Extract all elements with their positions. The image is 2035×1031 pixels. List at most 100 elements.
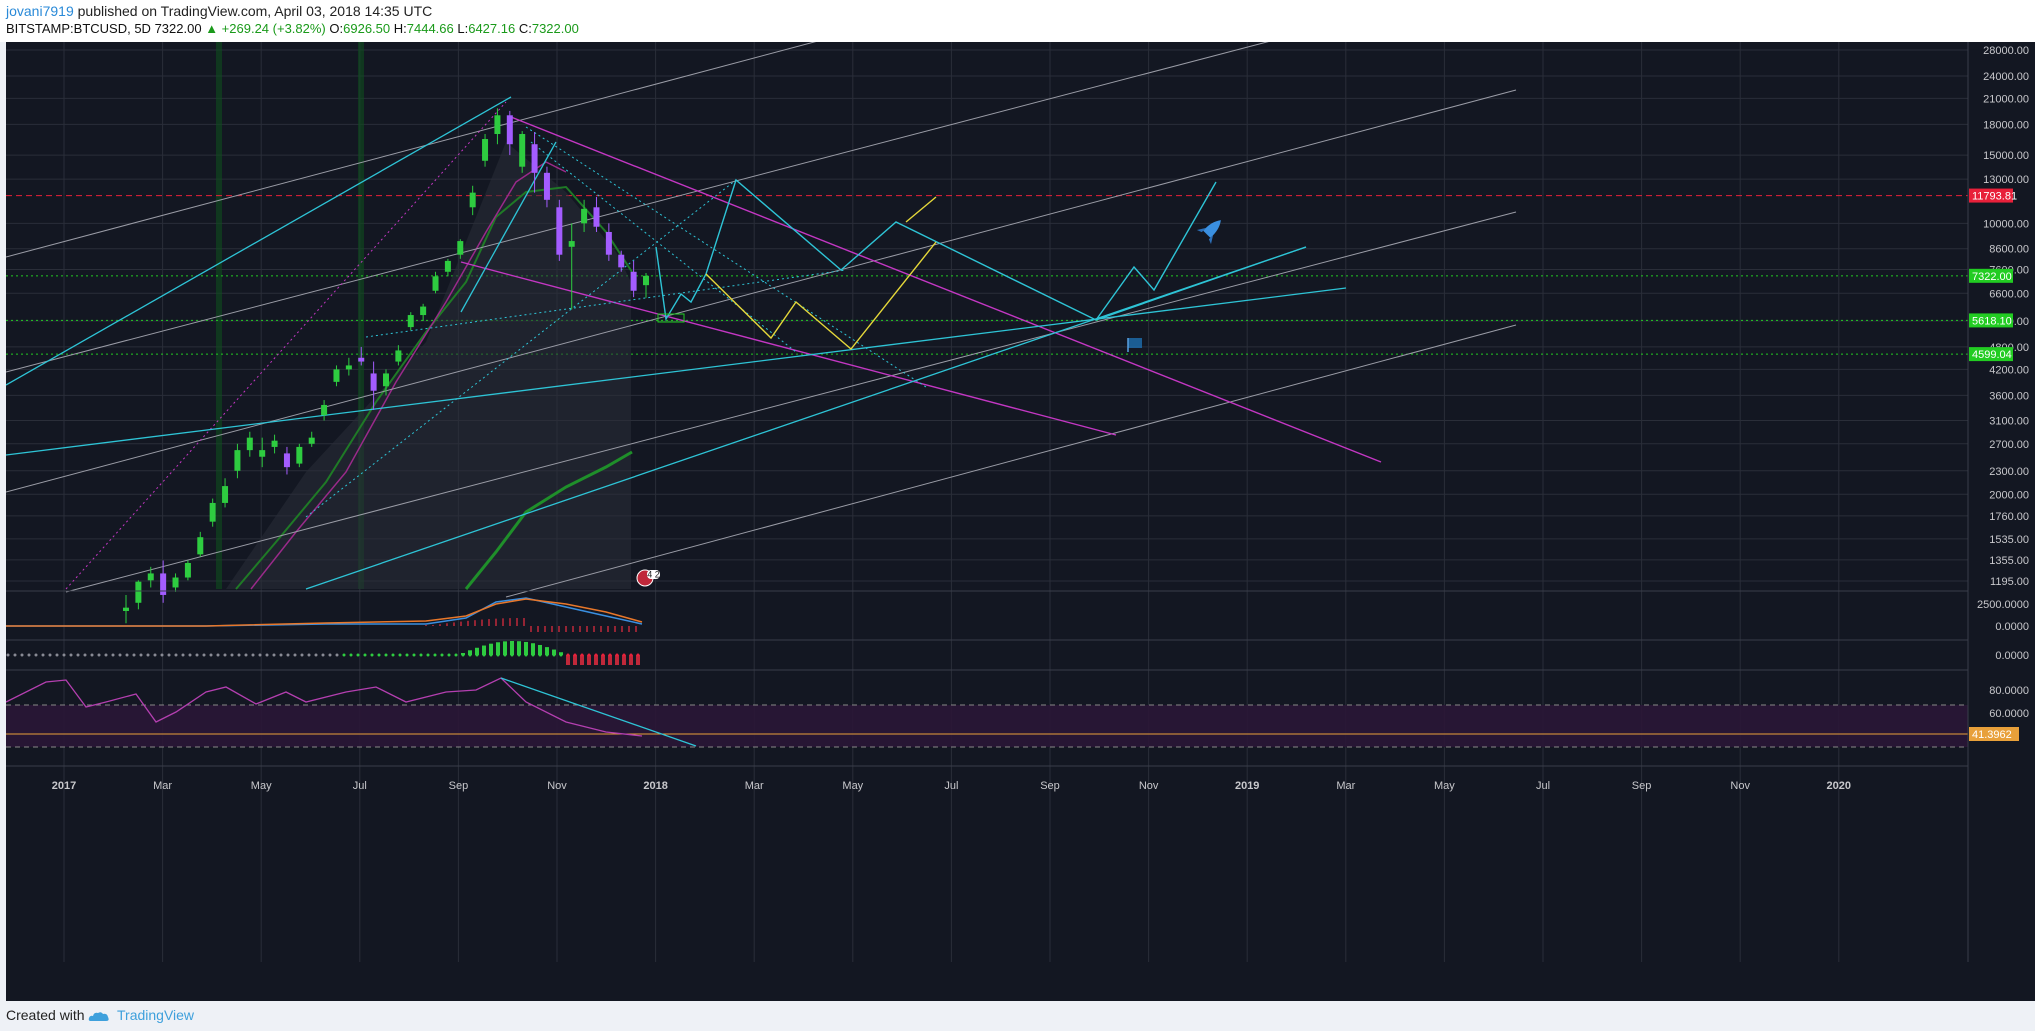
macd-tick-label: 0.0000	[1995, 621, 2029, 633]
momentum-bar	[615, 655, 619, 665]
candle-body	[123, 607, 129, 611]
candle-body	[420, 306, 427, 316]
price-tick-label: 2300.00	[1989, 466, 2029, 478]
squeeze-dot	[104, 653, 108, 657]
candle-body	[444, 260, 451, 272]
moving-average-mid	[235, 185, 633, 590]
squeeze-dot	[216, 653, 220, 657]
price-tick-label: 28000.00	[1983, 45, 2029, 57]
squeeze-dot	[433, 653, 437, 657]
squeeze-dot	[482, 653, 486, 657]
time-tick-label: Mar	[1336, 780, 1355, 792]
momentum-bar	[482, 645, 486, 655]
price-axis[interactable]: 28000.00 24000.00 21000.00 18000.00 15000.00…	[1967, 42, 2035, 1001]
price-tick-label: 4200.00	[1989, 364, 2029, 376]
squeeze-dot	[503, 653, 507, 657]
squeeze-dot	[545, 653, 549, 657]
candle-body	[197, 537, 204, 555]
price-tick-label: 21000.00	[1983, 93, 2029, 105]
moving-average-slow	[464, 450, 633, 590]
time-tick-label: Jul	[353, 780, 367, 792]
time-tick-label: Sep	[1632, 780, 1652, 792]
price-tick-label: 1195.00	[1990, 576, 2029, 588]
squeeze-dot	[251, 653, 255, 657]
time-tick-label: Mar	[745, 780, 764, 792]
price-tick-label: 24000.00	[1983, 71, 2029, 83]
squeeze-dot	[566, 653, 570, 657]
candle-body	[135, 581, 142, 603]
cyan-dotted-line	[305, 179, 737, 518]
momentum-bar	[524, 641, 528, 655]
candle-body	[457, 241, 464, 255]
candle-body	[271, 440, 278, 447]
candle-body	[296, 446, 303, 464]
time-tick-label: Mar	[153, 780, 172, 792]
squeeze-dot	[41, 653, 45, 657]
candle-body	[209, 502, 216, 522]
time-tick-label: Sep	[449, 780, 469, 792]
squeeze-dot	[167, 653, 171, 657]
squeeze-dot	[69, 653, 73, 657]
candle-body	[283, 453, 290, 468]
price-badge	[1969, 268, 2013, 283]
candle-body	[259, 450, 266, 457]
squeeze-dot	[118, 653, 122, 657]
rsi-band	[6, 705, 1968, 747]
squeeze-dot	[286, 653, 290, 657]
squeeze-dot	[160, 653, 164, 657]
rsi-badge	[1969, 727, 2019, 741]
candle-body	[160, 573, 167, 595]
price-badge-label: 4599.04	[1972, 349, 2012, 361]
momentum-bar	[580, 655, 584, 665]
magenta-support-line	[460, 261, 1117, 436]
symbol-line: BITSTAMP:BTCUSD, 5D 7322.00 ▲ +269.24 (+…	[6, 21, 579, 36]
squeeze-dot	[468, 653, 472, 657]
squeeze-dot	[62, 653, 66, 657]
cloud-shading	[226, 142, 631, 589]
squeeze-dot	[384, 653, 388, 657]
squeeze-dot	[76, 653, 80, 657]
yellow-extension	[905, 196, 937, 223]
tradingview-brand-link[interactable]: TradingView	[117, 1007, 195, 1023]
squeeze-dot	[405, 653, 409, 657]
squeeze-dot	[230, 653, 234, 657]
candle-body	[184, 562, 191, 578]
btc-chart[interactable]: 4 2 28000.00 24000.00 21000.00 18000.00 1500…	[6, 42, 2035, 1001]
price-tick-label: 15000.00	[1983, 150, 2029, 162]
candle-body	[630, 271, 637, 291]
candle-body	[246, 437, 253, 451]
created-with-label: Created with	[6, 1007, 85, 1023]
time-axis[interactable]: 2017 Mar May Jul Sep Nov 2018 Mar May Jul Sep Nov 20…	[6, 765, 1968, 792]
candle-body	[506, 115, 513, 145]
squeeze-dot	[111, 653, 115, 657]
squeeze-dot	[153, 653, 157, 657]
time-tick-label: 2018	[643, 780, 667, 792]
price-tick-label: 1760.00	[1989, 511, 2029, 523]
cyan-dotted-line	[530, 141, 797, 353]
candle-body	[593, 207, 600, 227]
squeeze-dot	[181, 653, 185, 657]
last-price: 7322.00	[154, 21, 202, 36]
candle-body	[345, 365, 352, 370]
squeeze-dot	[580, 653, 584, 657]
cyan-trendline	[305, 246, 1307, 590]
flag-icon	[1127, 338, 1142, 352]
macd-signal-line	[6, 598, 643, 627]
price-tick-label: 18000.00	[1983, 119, 2029, 131]
white-trendline	[65, 211, 1517, 593]
low-value: 6427.16	[468, 21, 516, 36]
candle-body	[543, 172, 550, 200]
momentum-bar	[552, 649, 556, 655]
candle-body	[333, 369, 340, 382]
rocket-icon	[1196, 220, 1221, 245]
candle-body	[531, 144, 538, 173]
grid-lines	[6, 42, 1968, 962]
author-link[interactable]: jovani7919	[6, 3, 74, 19]
time-tick-label: 2017	[52, 780, 76, 792]
cyan-trendline	[6, 96, 512, 386]
chart-icons: 4 2	[636, 220, 1221, 587]
momentum-bar	[594, 655, 598, 665]
squeeze-dot	[489, 653, 493, 657]
indicator-panes	[6, 590, 1968, 748]
candle-body	[308, 437, 315, 444]
